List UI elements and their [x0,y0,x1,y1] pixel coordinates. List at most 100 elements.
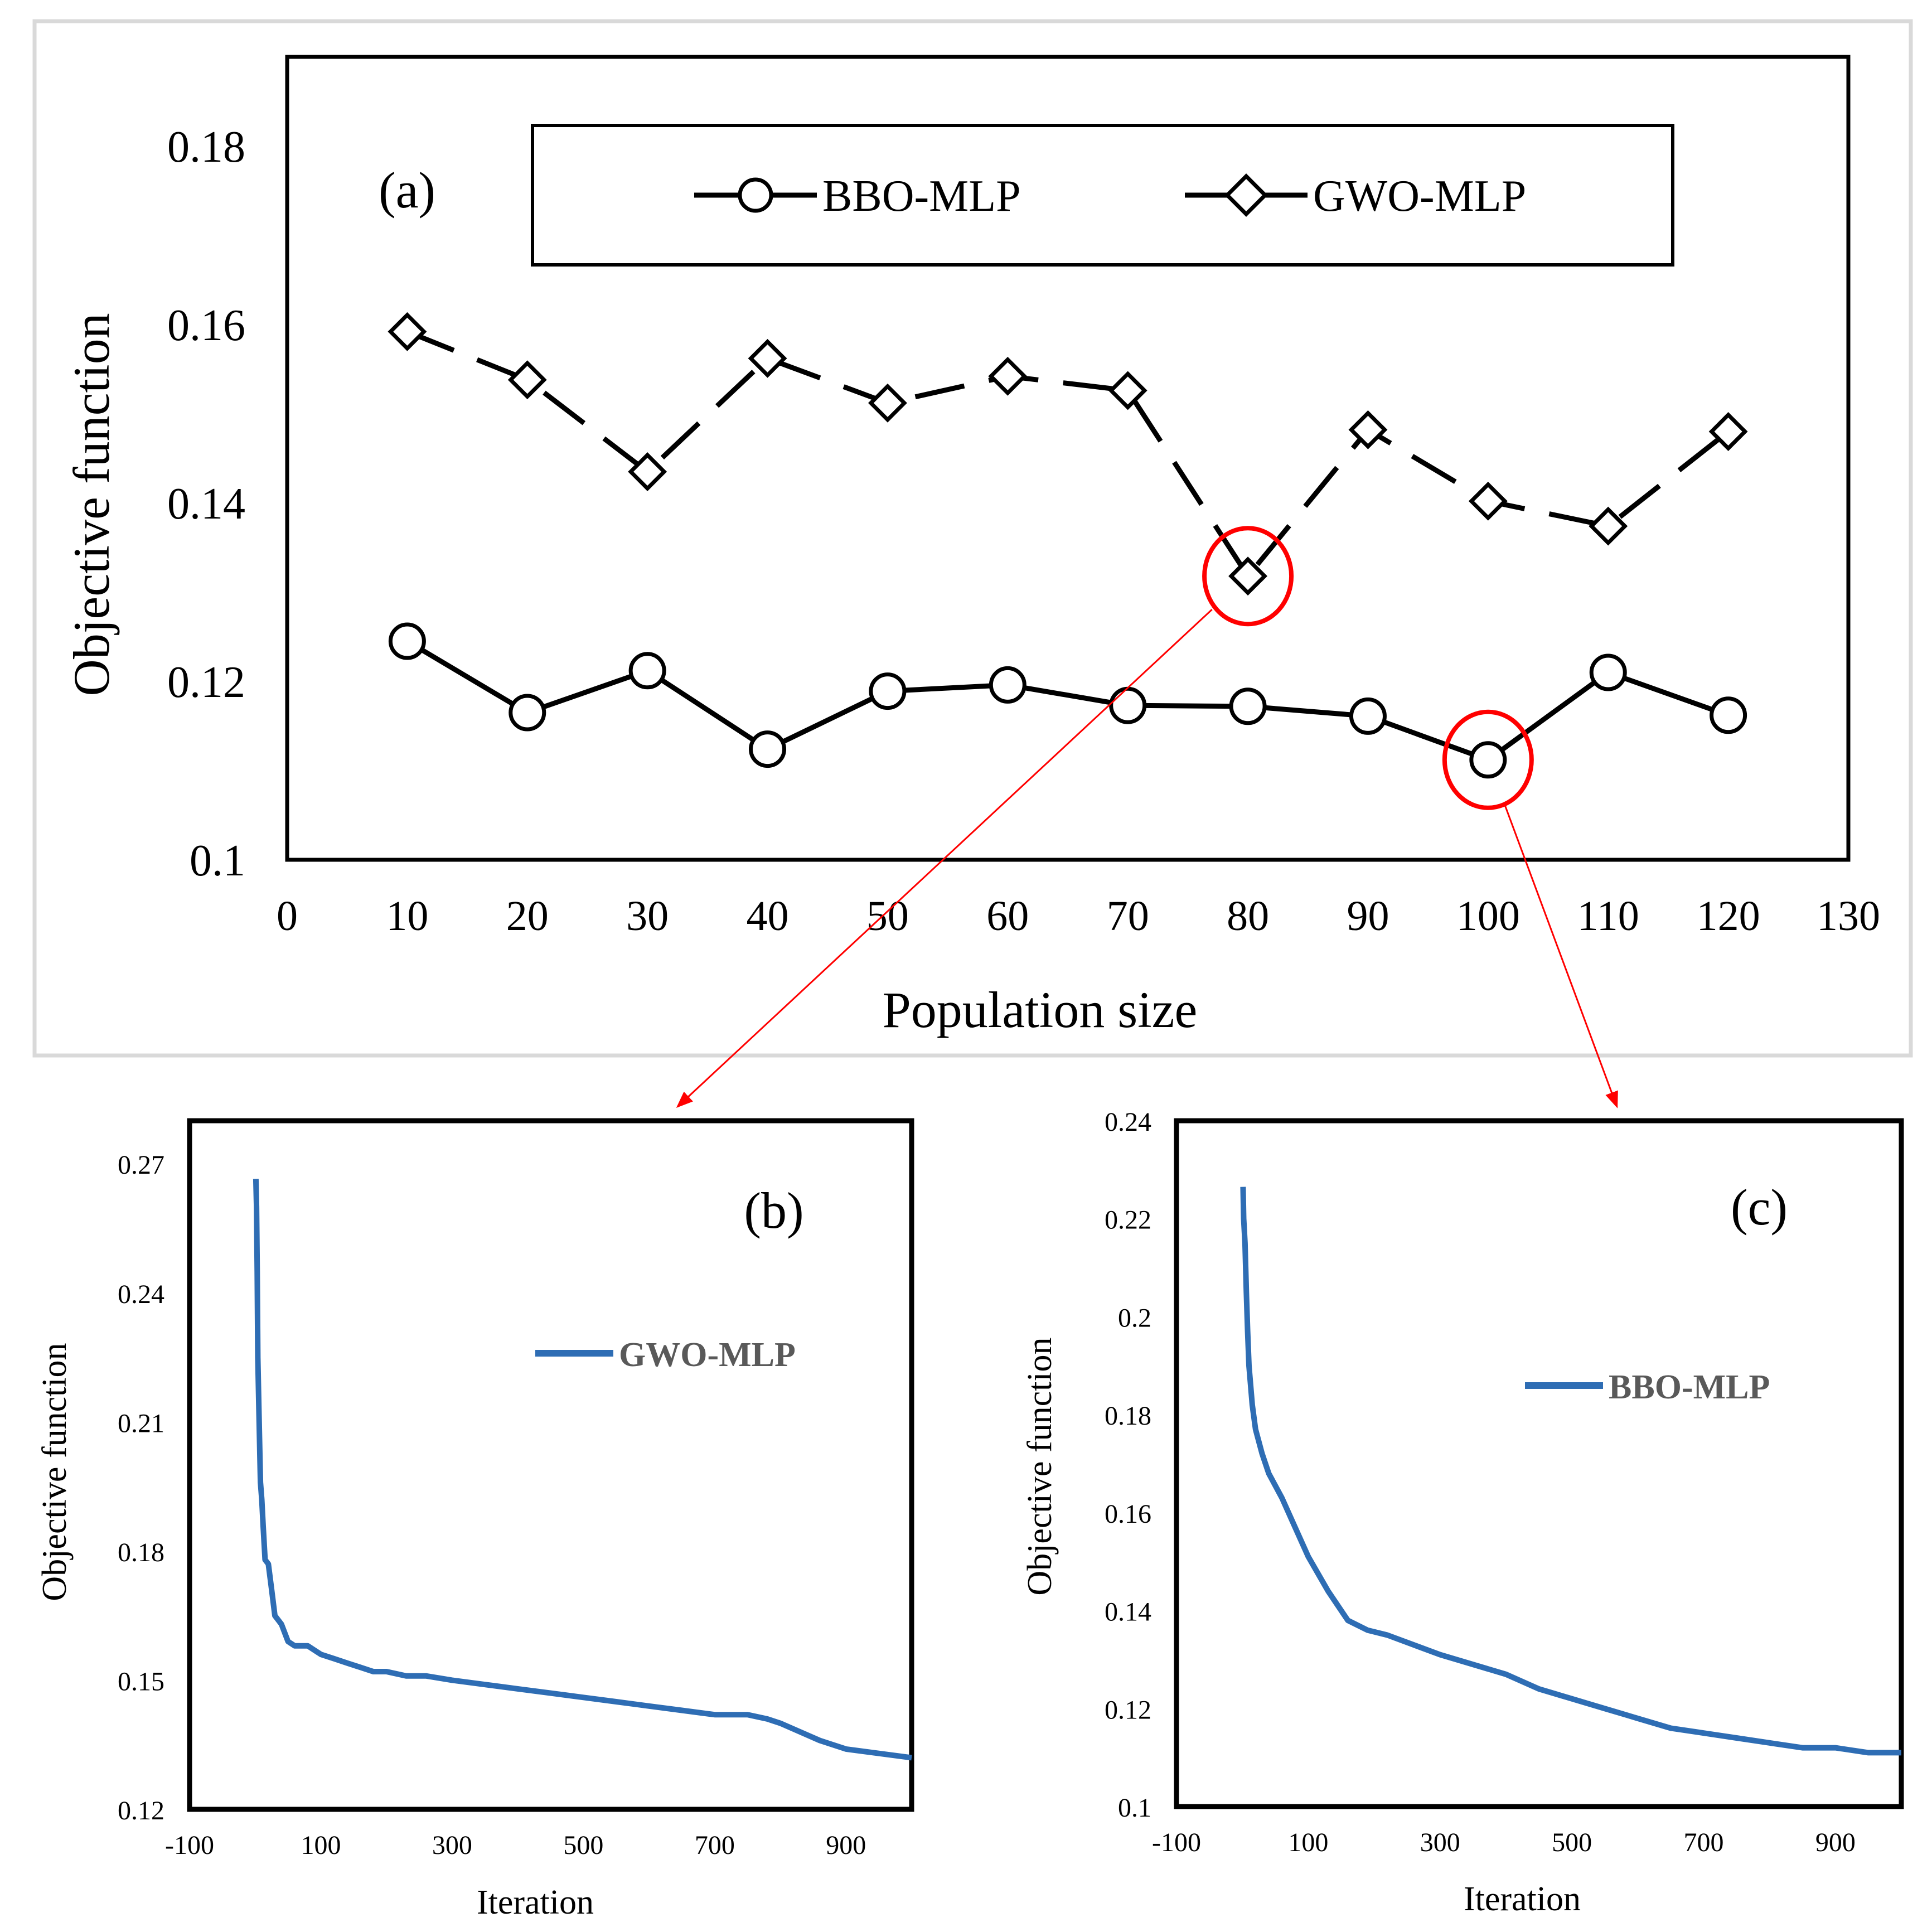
y-tick-label-b: 0.27 [118,1150,164,1180]
x-axis-title-a: Population size [883,981,1198,1038]
highlight-circle [1442,709,1534,810]
x-tick-label-a: 30 [626,893,669,940]
x-tick-label-b: -100 [165,1831,214,1860]
x-tick-label-a: 130 [1817,893,1880,940]
point-gwo-mlp [388,312,427,351]
x-tick-label-c: 500 [1552,1828,1592,1857]
x-tick-label-b: 500 [563,1831,603,1860]
zoom-arrow [676,609,1213,1108]
x-tick-label-a: 40 [747,893,789,940]
x-tick-label-a: 60 [986,893,1029,940]
x-axis-c: -100 100 300 500 700 900 [1152,1828,1856,1857]
y-tick-label-c: 0.24 [1105,1107,1151,1137]
legend-b: GWO-MLP [535,1336,796,1374]
point-bbo-mlp [1710,696,1747,734]
y-axis-b: 0.12 0.15 0.18 0.21 0.24 0.27 [118,1150,164,1826]
y-tick-label-c: 0.18 [1105,1401,1151,1431]
legend-a: BBO-MLP GWO-MLP [531,124,1674,267]
legend-bbo-label: BBO-MLP [822,172,1021,221]
x-tick-label-c: 100 [1288,1828,1328,1857]
x-tick-label-a: 50 [866,893,909,940]
line-gwo-mlp [406,329,1730,580]
point-bbo-mlp [869,672,907,710]
x-tick-label-b: 700 [695,1831,735,1860]
y-tick-label-c: 0.16 [1105,1499,1151,1529]
y-tick-label-b: 0.18 [118,1538,164,1567]
y-tick-label-a: 0.18 [167,123,245,172]
y-tick-label-a: 0.12 [167,658,245,707]
highlights-a [676,526,1618,1108]
point-gwo-mlp [1589,506,1628,546]
x-axis-title-c: Iteration [1464,1880,1581,1918]
panel-label-b: (b) [744,1182,803,1239]
series-c [1240,1187,1901,1756]
series-b [253,1179,912,1761]
x-tick-label-a: 0 [277,893,298,940]
panel-c: 0.1 0.12 0.14 0.16 0.18 0.2 0.22 0.24 -100 100 30… [1021,1107,1904,1918]
panel-a: 0.1 0.12 0.14 0.16 0.18 0 10 20 30 40 50 60 70 80 90 1… [32,19,1913,1108]
point-gwo-mlp [507,360,547,400]
legend-c-label: BBO-MLP [1609,1368,1770,1406]
point-bbo-mlp [509,694,546,732]
point-gwo-mlp [1468,481,1508,521]
point-bbo-mlp [1349,697,1387,735]
legend-bbo-marker [738,177,773,213]
x-tick-label-c: -100 [1152,1828,1201,1857]
x-tick-label-a: 10 [386,893,428,940]
legend-gwo-label: GWO-MLP [1313,172,1526,221]
point-bbo-mlp [1229,687,1267,725]
legend-c: BBO-MLP [1525,1368,1770,1406]
y-tick-label-b: 0.12 [118,1796,164,1826]
x-axis-b: -100 100 300 500 700 900 [165,1831,866,1860]
x-tick-label-c: 700 [1683,1828,1723,1857]
point-bbo-mlp [388,622,426,660]
x-tick-label-a: 110 [1577,893,1639,940]
panel-label-c: (c) [1731,1179,1788,1236]
y-tick-label-c: 0.2 [1118,1303,1151,1333]
y-tick-label-c: 0.22 [1105,1205,1151,1235]
y-axis-c: 0.1 0.12 0.14 0.16 0.18 0.2 0.22 0.24 [1105,1107,1151,1823]
y-tick-label-c: 0.1 [1118,1793,1151,1823]
y-tick-label-b: 0.15 [118,1667,164,1696]
point-bbo-mlp [1469,741,1507,779]
y-tick-label-a: 0.14 [167,480,245,529]
point-bbo-mlp [1589,653,1627,691]
point-gwo-mlp [1708,412,1748,451]
highlight-circle [1202,526,1294,627]
point-bbo-mlp [1109,686,1147,724]
x-tick-label-a: 70 [1107,893,1149,940]
line-gwo-mlp-convergence [253,1179,912,1761]
point-gwo-mlp [868,383,907,423]
legend-gwo-marker [1224,173,1268,217]
point-gwo-mlp [748,338,787,378]
series-a [388,312,1748,779]
point-gwo-mlp [1228,556,1268,596]
point-gwo-mlp [628,452,667,491]
y-tick-label-c: 0.14 [1105,1597,1151,1627]
y-axis-title-b: Objective function [36,1343,74,1601]
point-bbo-mlp [628,652,666,690]
y-axis-title-c: Objective function [1021,1337,1059,1595]
x-tick-label-b: 300 [432,1831,472,1860]
point-bbo-mlp [749,730,787,768]
plot-area-c [1174,1118,1904,1809]
x-tick-label-a: 20 [506,893,549,940]
y-tick-label-b: 0.21 [118,1408,164,1438]
x-tick-label-c: 300 [1420,1828,1460,1857]
x-tick-label-a: 100 [1456,893,1520,940]
x-tick-label-b: 100 [301,1831,341,1860]
x-tick-label-a: 120 [1697,893,1760,940]
x-tick-label-a: 80 [1227,893,1269,940]
panel-label-a: (a) [379,162,435,219]
point-gwo-mlp [1348,410,1388,449]
y-axis-a: 0.1 0.12 0.14 0.16 0.18 [167,123,245,885]
x-tick-label-a: 90 [1347,893,1389,940]
x-tick-label-c: 900 [1815,1828,1856,1857]
x-axis-title-b: Iteration [477,1883,594,1921]
y-tick-label-b: 0.24 [118,1280,164,1309]
zoom-arrow [1504,805,1618,1108]
y-tick-label-a: 0.1 [190,836,245,885]
legend-b-label: GWO-MLP [619,1336,796,1374]
line-bbo-mlp [406,639,1730,763]
